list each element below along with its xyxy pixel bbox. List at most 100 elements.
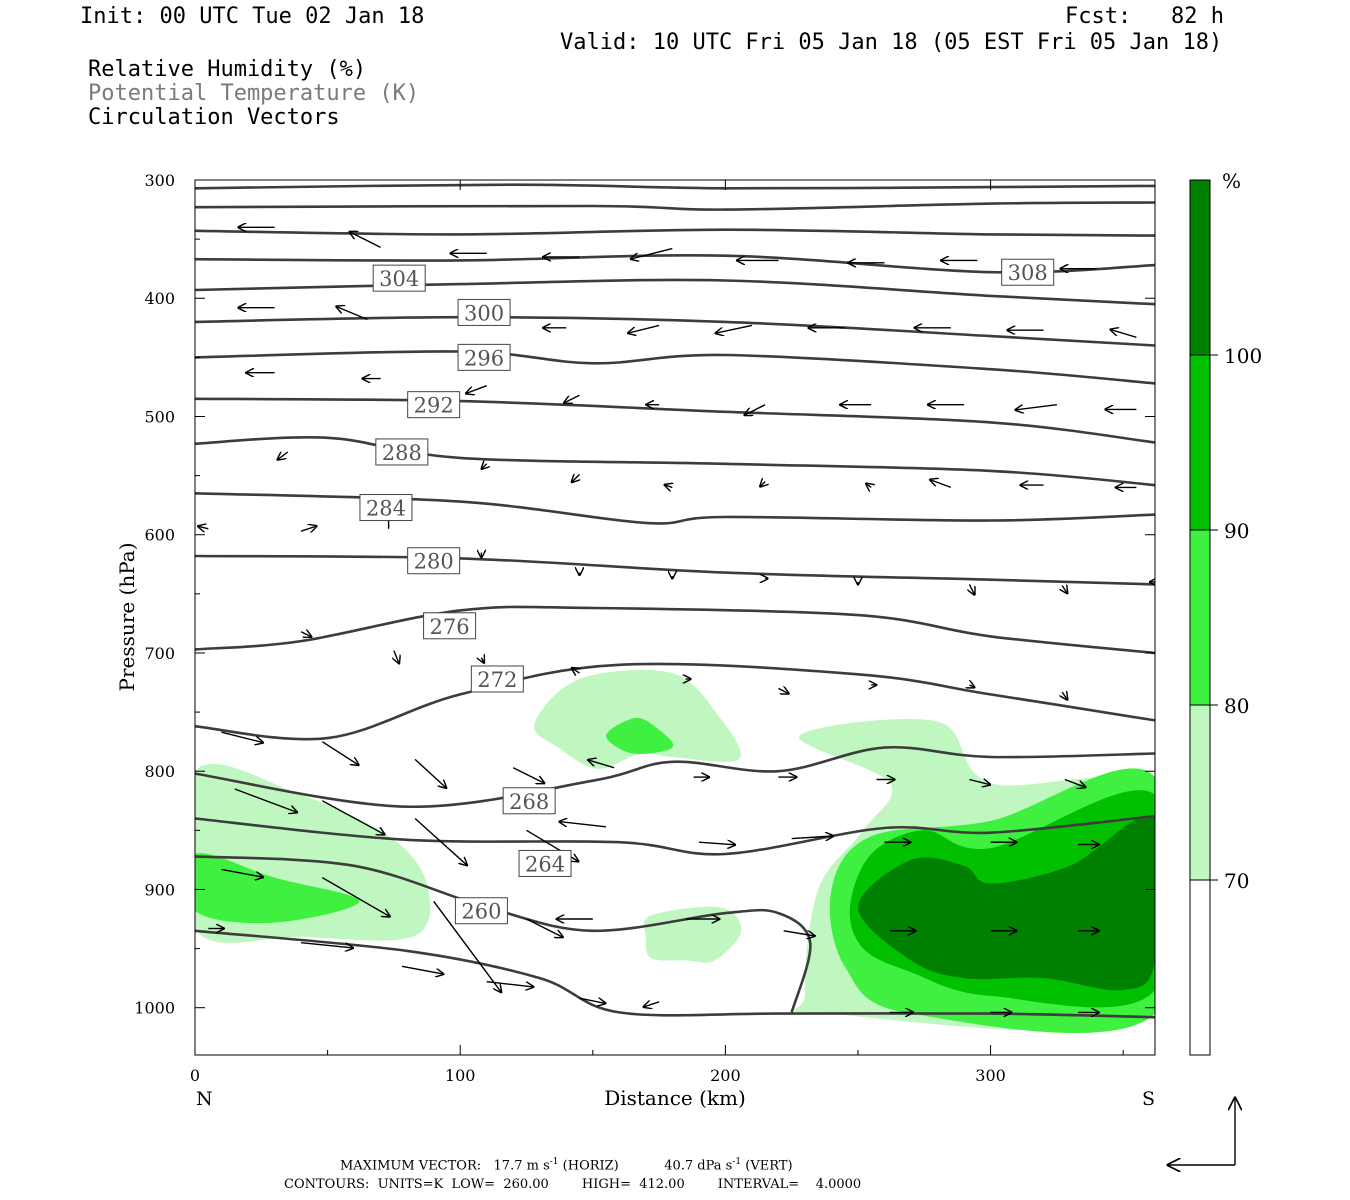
theta-label-292: 292 (407, 391, 461, 419)
max-horiz-value: 17.7 (493, 1158, 523, 1174)
north-end-label: N (196, 1088, 213, 1110)
svg-text:264: 264 (525, 852, 565, 876)
theta-label-308: 308 (1001, 258, 1055, 286)
theta-label-280: 280 (407, 547, 461, 575)
circulation-vector (234, 788, 297, 812)
colorbar-frame (1189, 179, 1211, 1056)
reference-vector-icon (1168, 1098, 1235, 1165)
circulation-vector (969, 584, 974, 594)
field-rh-label: Relative Humidity (%) (88, 57, 367, 82)
svg-text:288: 288 (382, 441, 422, 465)
circulation-vector (1064, 778, 1086, 788)
y-axis-label: Pressure (hPa) (115, 543, 139, 692)
theta-label-284: 284 (359, 494, 413, 522)
circulation-vector (300, 526, 317, 531)
circulation-vector (791, 836, 834, 839)
circulation-vector (1062, 586, 1067, 594)
colorbar-segment-1 (1190, 705, 1210, 880)
theta-contour-260 (195, 855, 812, 1013)
colorbar-label-80: 80 (1224, 694, 1249, 718)
y-tick-label-900: 900 (144, 880, 175, 899)
circulation-vector (572, 474, 580, 482)
circulation-vector (336, 307, 368, 321)
circulation-vector (930, 480, 952, 489)
circulation-vector (778, 688, 788, 693)
colorbar-segment-0 (1190, 880, 1210, 1055)
rh-region-80 (195, 853, 360, 924)
colorbar-segment-4 (1190, 180, 1210, 355)
svg-text:300: 300 (464, 301, 504, 325)
y-tick-label-800: 800 (144, 762, 175, 781)
circulation-vector (394, 650, 399, 664)
theta-contour-276 (195, 605, 1155, 655)
circulation-vector (481, 658, 484, 663)
circulation-vector (665, 485, 673, 488)
svg-text:292: 292 (414, 394, 454, 418)
max-vector-line: MAXIMUM VECTOR: 17.7 m s-1 (HORIZ) 40.7 … (340, 1157, 793, 1174)
init-time: Init: 00 UTC Tue 02 Jan 18 (80, 4, 425, 29)
circulation-vector (1015, 404, 1057, 410)
circulation-vector (301, 942, 353, 948)
svg-text:276: 276 (430, 615, 470, 639)
theta-contour-264 (195, 814, 1155, 856)
svg-text:308: 308 (1008, 261, 1048, 285)
field-vectors-label: Circulation Vectors (88, 105, 340, 130)
svg-text:296: 296 (464, 346, 504, 370)
theta-label-268: 268 (502, 787, 556, 815)
theta-contour-256 (195, 929, 1155, 1019)
circulation-vector (564, 394, 580, 403)
circulation-vector (277, 452, 289, 460)
circulation-vector (221, 731, 264, 742)
plot-frame (194, 179, 1156, 1056)
circulation-vector (482, 464, 487, 469)
x-tick-label-300: 300 (975, 1066, 1006, 1085)
circulation-vector (321, 800, 384, 835)
svg-text:280: 280 (414, 550, 454, 574)
theta-label-272: 272 (470, 665, 524, 693)
circulation-vector (466, 385, 487, 394)
theta-label-276: 276 (423, 612, 477, 640)
theta-contour-280 (195, 554, 1155, 586)
theta-contour-288 (195, 436, 1155, 487)
circulation-vector (866, 484, 871, 488)
colorbar-label-70: 70 (1224, 869, 1249, 893)
forecast-hour: Fcst: 82 h (1065, 4, 1224, 29)
valid-time: Valid: 10 UTC Fri 05 Jan 18 (05 EST Fri … (560, 30, 1223, 55)
theta-label-264: 264 (518, 849, 572, 877)
rh-region-70 (643, 906, 742, 963)
theta-contour-310 (195, 201, 1155, 211)
y-tick-label-600: 600 (144, 526, 175, 545)
svg-text:260: 260 (461, 900, 501, 924)
field-theta-label: Potential Temperature (K) (88, 81, 420, 106)
circulation-vector-layer (198, 227, 1155, 1012)
circulation-vector (588, 760, 615, 769)
theta-contour-300 (195, 315, 1155, 347)
y-tick-label-500: 500 (144, 407, 175, 426)
south-end-label: S (1142, 1088, 1155, 1110)
theta-label-304: 304 (372, 264, 426, 292)
x-tick-label-100: 100 (445, 1066, 476, 1085)
theta-contour-308 (195, 228, 1155, 237)
circulation-vector (631, 247, 673, 259)
theta-label-288: 288 (375, 438, 429, 466)
circulation-vector (572, 668, 580, 673)
x-axis-label: Distance (km) (604, 1086, 746, 1110)
circulation-vector (198, 526, 209, 529)
circulation-vector (486, 981, 534, 987)
circulation-vector (559, 822, 607, 828)
theta-label-300: 300 (457, 298, 511, 326)
circulation-vector (300, 632, 311, 637)
theta-contour-312 (195, 183, 1155, 190)
circulation-vector (349, 232, 381, 249)
circulation-vector (526, 918, 563, 937)
y-tick-label-700: 700 (144, 644, 175, 663)
circulation-vector (414, 817, 467, 866)
theta-label-296: 296 (457, 343, 511, 371)
circulation-vector (579, 998, 606, 1003)
circulation-vector (969, 780, 990, 785)
theta-label-260: 260 (454, 897, 508, 925)
y-tick-label-300: 300 (144, 171, 175, 190)
rh-colorbar: 70 80 90 100 (1189, 179, 1262, 1056)
circulation-vector (221, 868, 264, 877)
